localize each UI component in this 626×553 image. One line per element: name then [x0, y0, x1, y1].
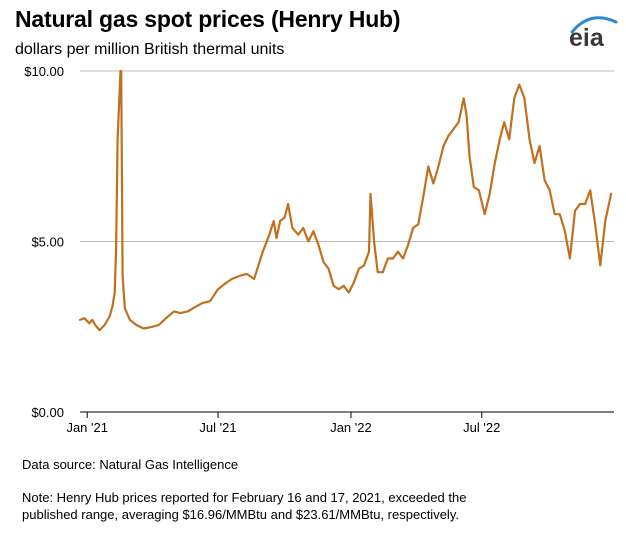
x-axis: Jan '21 Jul '21 Jan '22 Jul '22: [66, 411, 614, 435]
y-tick-label: $10.00: [24, 64, 64, 79]
gridlines: [80, 70, 614, 242]
note-line: Note: Henry Hub prices reported for Febr…: [22, 490, 467, 505]
price-chart: $0.00 $5.00 $10.00 Jan '21 Jul '21 Jan '22 Ju…: [24, 64, 614, 435]
x-tick-label: Jan '21: [66, 420, 108, 435]
x-tick-label: Jul '22: [463, 420, 500, 435]
henry-hub-price-line: [78, 69, 613, 332]
note-line: published range, averaging $16.96/MMBtu …: [22, 507, 459, 522]
x-tick-label: Jul '21: [199, 420, 236, 435]
eia-logo[interactable]: eia: [566, 10, 620, 50]
chart-title: Natural gas spot prices (Henry Hub): [15, 6, 401, 32]
y-axis-ticks: $0.00 $5.00 $10.00: [24, 64, 64, 420]
y-tick-label: $5.00: [31, 235, 64, 250]
chart-note: Note: Henry Hub prices reported for Febr…: [22, 489, 582, 523]
y-tick-label: $0.00: [31, 405, 64, 420]
x-tick-label: Jan '22: [330, 420, 372, 435]
eia-logo-arc-icon: [570, 16, 618, 34]
data-source: Data source: Natural Gas Intelligence: [22, 457, 239, 472]
chart-subtitle: dollars per million British thermal unit…: [15, 41, 285, 58]
eia-logo-text: eia: [569, 24, 605, 50]
